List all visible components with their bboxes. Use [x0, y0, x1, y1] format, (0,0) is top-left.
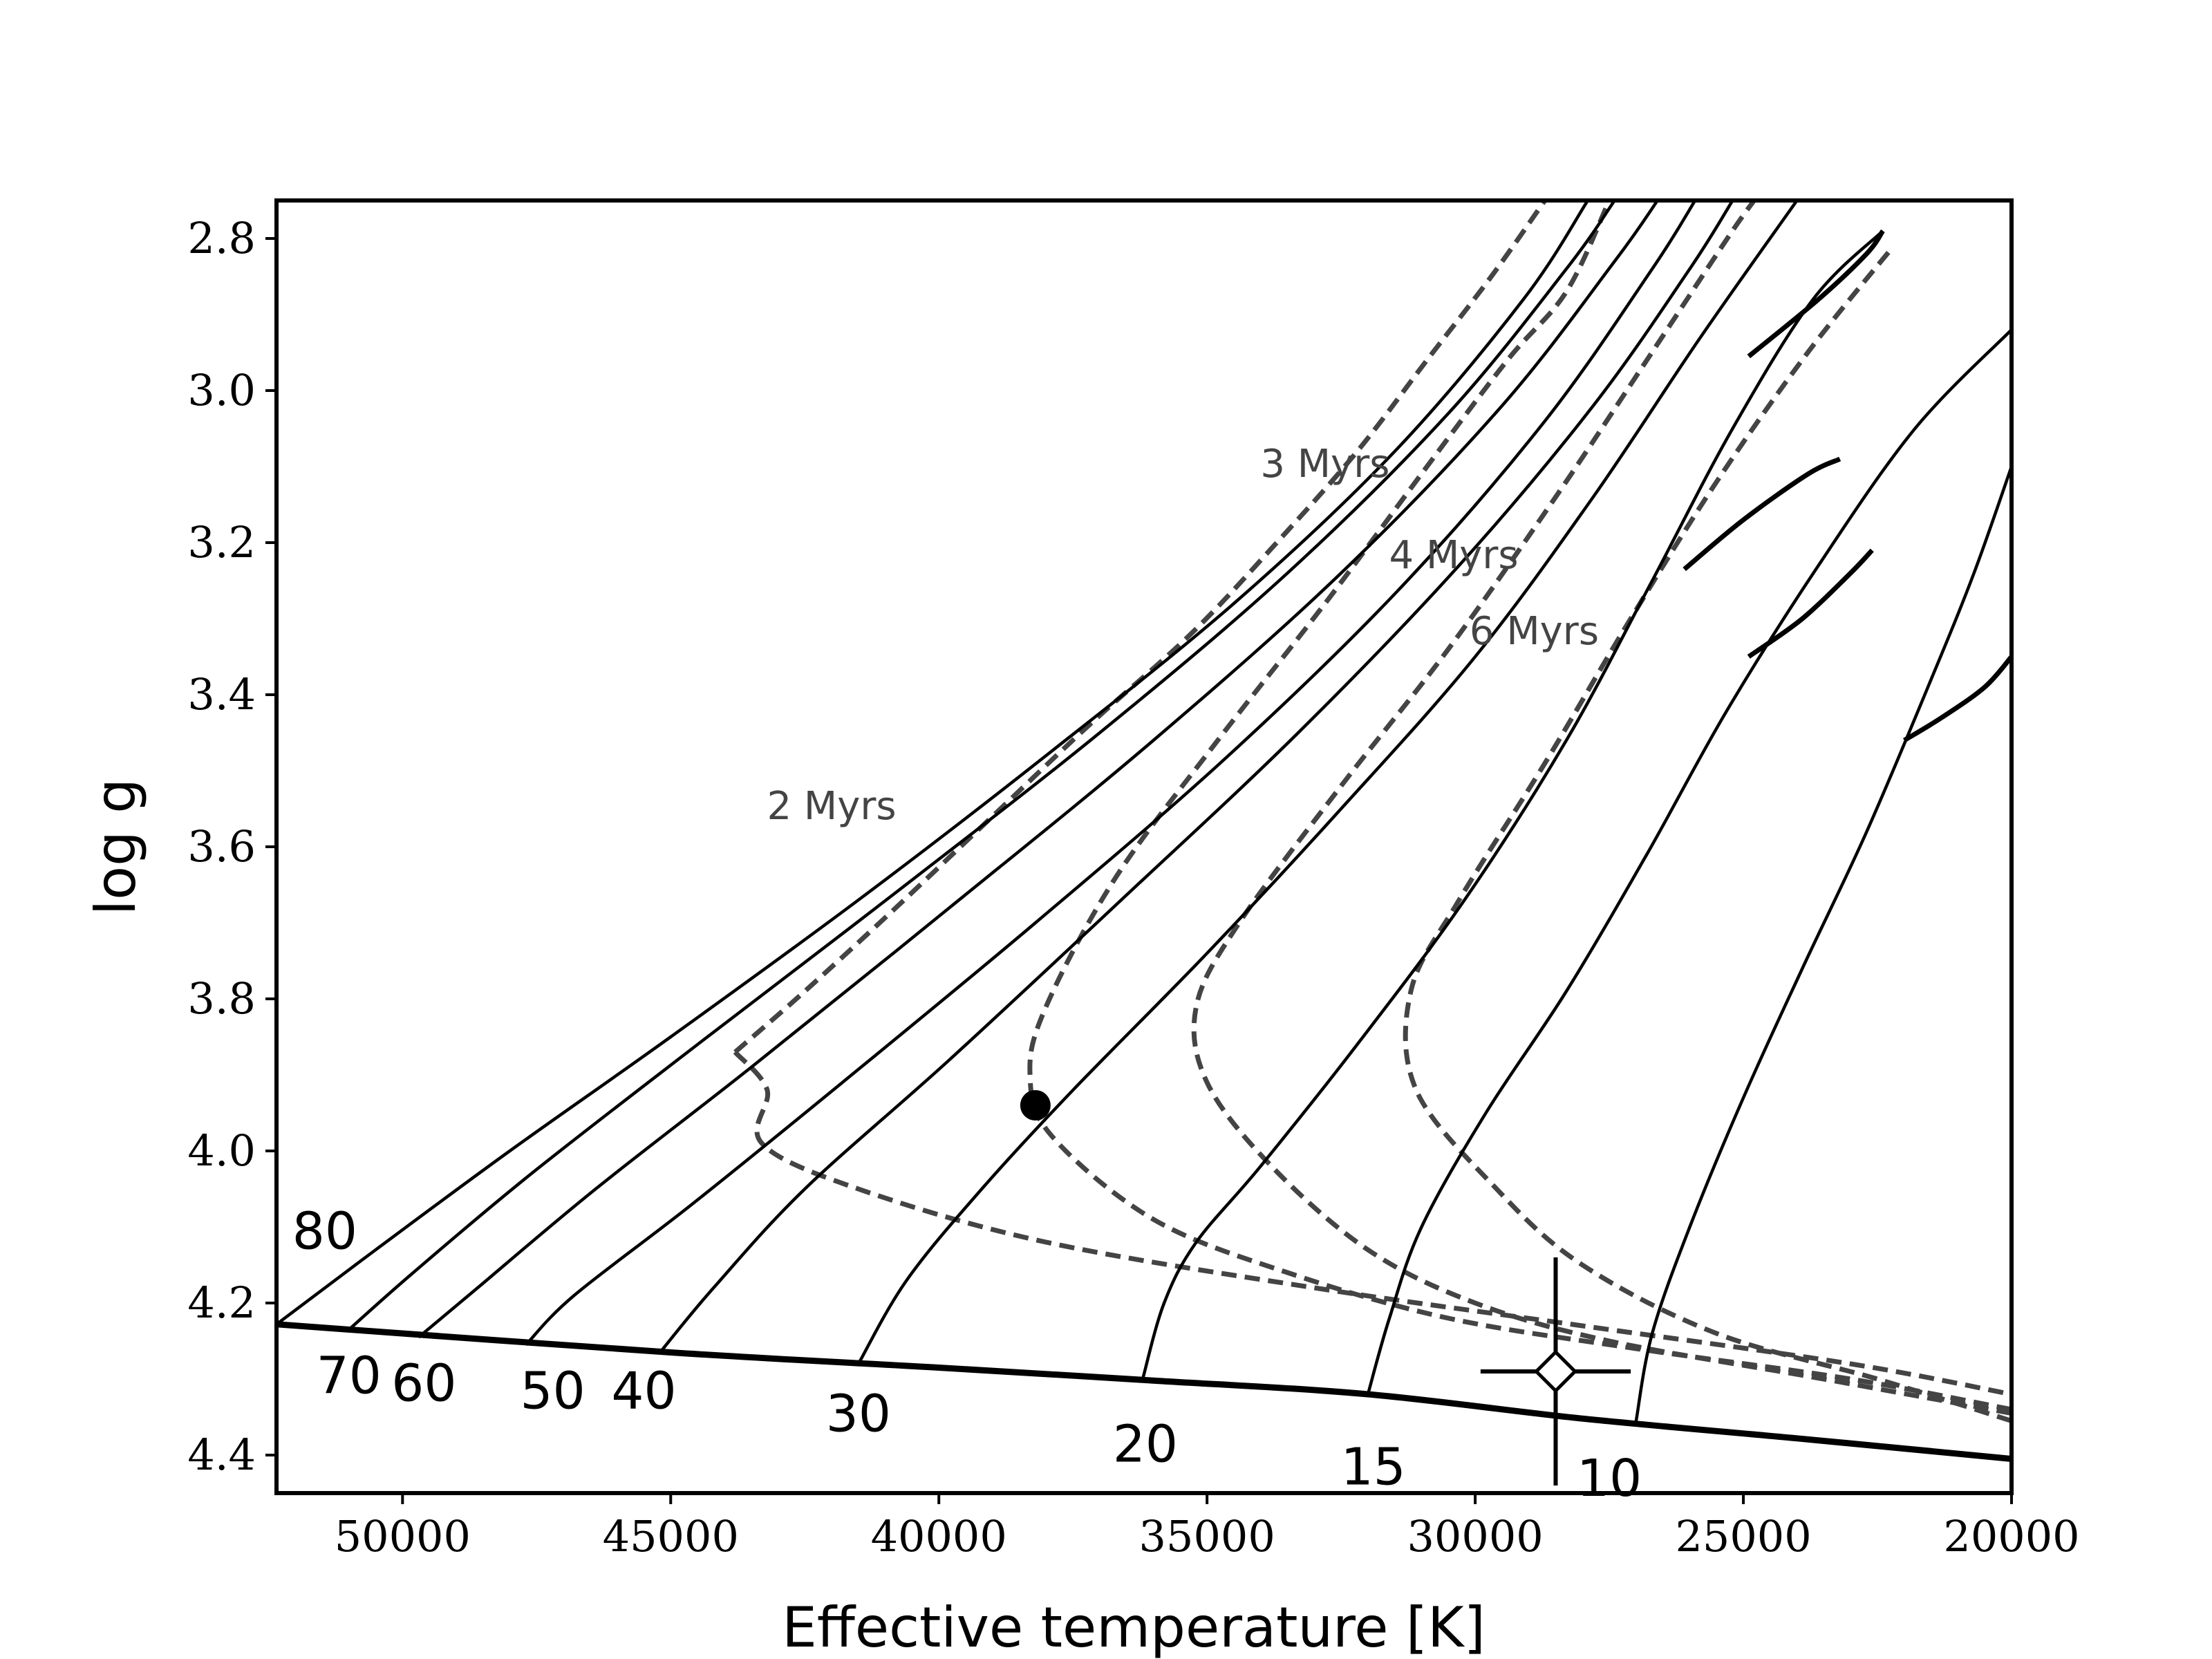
isochrone-label-2-myrs: 2 Myrs: [767, 784, 896, 829]
mass-label-70: 70: [317, 1347, 382, 1406]
zams-layer: [276, 1321, 2012, 1462]
y-tick-label-4: 4.0: [187, 1125, 256, 1176]
isochrone-4-myrs: [1191, 200, 2012, 1416]
points-layer: [1020, 1090, 1631, 1485]
highlight-point: [1020, 1090, 1051, 1121]
isochrone-1-myrs: [733, 1050, 2012, 1397]
axis-ticks: 50000 45000 40000 35000 30000 25000 20000 2.8 3.…: [187, 213, 2079, 1562]
track-15-msun: [1366, 328, 2012, 1395]
mass-label-50: 50: [520, 1362, 585, 1421]
mass-label-10: 10: [1577, 1449, 1642, 1508]
track-70-msun: [348, 200, 1616, 1331]
zams-line: [276, 1321, 2012, 1462]
mass-label-20: 20: [1113, 1415, 1178, 1474]
mass-label-40: 40: [611, 1362, 676, 1421]
isochrone-label-6-myrs: 6 Myrs: [1470, 609, 1599, 654]
y-tick-label-3-4: 3.4: [187, 669, 256, 720]
isochrone-6-myrs: [1403, 244, 2012, 1423]
track-60-msun: [418, 200, 1659, 1339]
track-loop-10-hook: [1902, 655, 2012, 742]
x-axis-title: Effective temperature [K]: [782, 1595, 1485, 1659]
isochrones-layer: [733, 200, 2012, 1423]
isochrone-label-4-myrs: 4 Myrs: [1389, 533, 1519, 578]
x-tick-label-30000: 30000: [1407, 1511, 1543, 1562]
labels-layer: 80 70 60 50 40 30 20 15 10 2 Myrs 3 Myrs 4 Myrs 6 My…: [292, 442, 1642, 1508]
track-10-msun: [1634, 466, 2012, 1421]
x-tick-label-20000: 20000: [1943, 1511, 2079, 1562]
y-axis-title: log g: [84, 778, 148, 915]
mass-label-80: 80: [292, 1202, 357, 1262]
track-20-msun: [1141, 229, 1884, 1380]
tracks-layer: [276, 200, 2012, 1421]
track-40-msun: [659, 200, 1734, 1353]
x-tick-label-35000: 35000: [1139, 1511, 1275, 1562]
x-tick-label-40000: 40000: [871, 1511, 1007, 1562]
track-30-msun: [856, 200, 1799, 1365]
y-tick-label-3: 3.0: [187, 365, 256, 415]
x-tick-label-50000: 50000: [335, 1511, 471, 1562]
x-tick-label-25000: 25000: [1675, 1511, 1811, 1562]
y-tick-label-4-4: 4.4: [187, 1430, 256, 1480]
track-loop-20-hook: [1747, 229, 1885, 359]
isochrone-label-3-myrs: 3 Myrs: [1260, 442, 1389, 487]
track-loop-15-hook: [1683, 456, 1841, 572]
y-tick-label-2-8: 2.8: [187, 213, 256, 263]
track-50-msun: [525, 200, 1697, 1347]
isochrone-3-myrs: [1027, 200, 2012, 1412]
y-tick-label-3-2: 3.2: [187, 517, 256, 568]
mass-label-15: 15: [1341, 1438, 1406, 1497]
y-tick-label-4-2: 4.2: [187, 1277, 256, 1328]
mass-label-30: 30: [826, 1385, 891, 1444]
observed-star-marker: [1533, 1349, 1578, 1394]
mass-label-60: 60: [391, 1354, 456, 1414]
isochrone-2-myrs: [733, 200, 1547, 1054]
y-tick-label-3-8: 3.8: [187, 973, 256, 1024]
track-loop-12-hook: [1747, 548, 1874, 659]
x-tick-label-45000: 45000: [603, 1511, 739, 1562]
y-tick-label-3-6: 3.6: [187, 821, 256, 872]
track-80-msun: [276, 200, 1589, 1326]
